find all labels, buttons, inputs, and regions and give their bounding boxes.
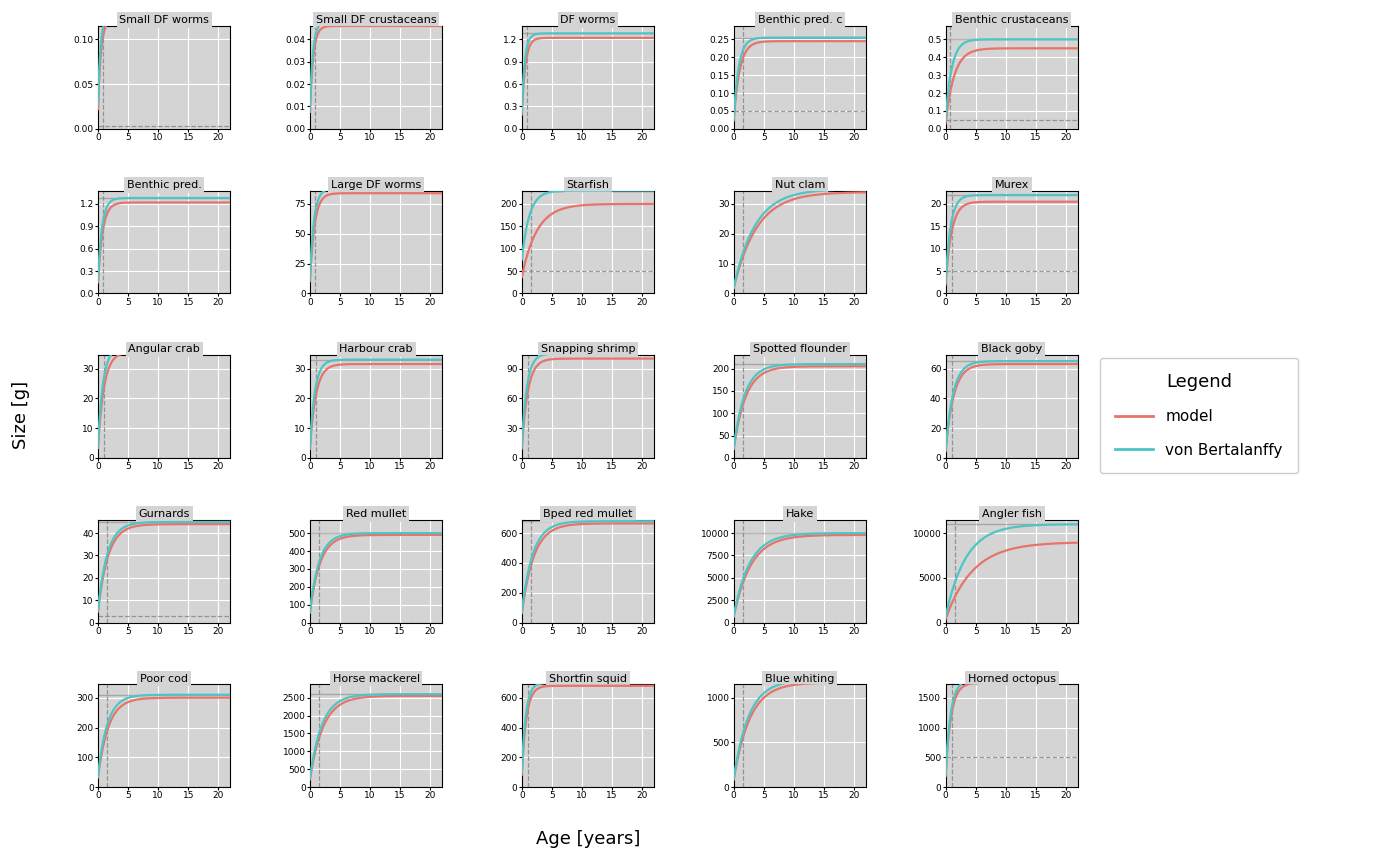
Title: Angular crab: Angular crab <box>129 344 200 355</box>
Title: Shortfin squid: Shortfin squid <box>549 674 627 683</box>
Title: Small DF crustaceans: Small DF crustaceans <box>316 16 437 25</box>
Title: Gurnards: Gurnards <box>139 509 190 519</box>
Title: Benthic pred.: Benthic pred. <box>127 180 202 189</box>
Title: Benthic crustaceans: Benthic crustaceans <box>955 16 1068 25</box>
Title: Starfish: Starfish <box>567 180 609 189</box>
Title: Horse mackerel: Horse mackerel <box>333 674 420 683</box>
Title: Murex: Murex <box>994 180 1029 189</box>
Title: Nut clam: Nut clam <box>774 180 825 189</box>
Title: Red mullet: Red mullet <box>346 509 406 519</box>
Title: Hake: Hake <box>785 509 813 519</box>
Title: Spotted flounder: Spotted flounder <box>753 344 847 355</box>
Text: Size [g]: Size [g] <box>13 381 29 449</box>
Title: Horned octopus: Horned octopus <box>967 674 1056 683</box>
Title: Poor cod: Poor cod <box>140 674 188 683</box>
Title: DF worms: DF worms <box>560 16 616 25</box>
Title: Bped red mullet: Bped red mullet <box>543 509 633 519</box>
Title: Benthic pred. c: Benthic pred. c <box>757 16 843 25</box>
Title: Black goby: Black goby <box>981 344 1043 355</box>
Title: Harbour crab: Harbour crab <box>339 344 413 355</box>
Title: Angler fish: Angler fish <box>981 509 1042 519</box>
Text: Age [years]: Age [years] <box>536 830 640 848</box>
Title: Small DF worms: Small DF worms <box>119 16 209 25</box>
Legend: model, von Bertalanffy: model, von Bertalanffy <box>1099 357 1298 473</box>
Title: Snapping shrimp: Snapping shrimp <box>540 344 636 355</box>
Title: Large DF worms: Large DF worms <box>330 180 421 189</box>
Title: Blue whiting: Blue whiting <box>766 674 834 683</box>
